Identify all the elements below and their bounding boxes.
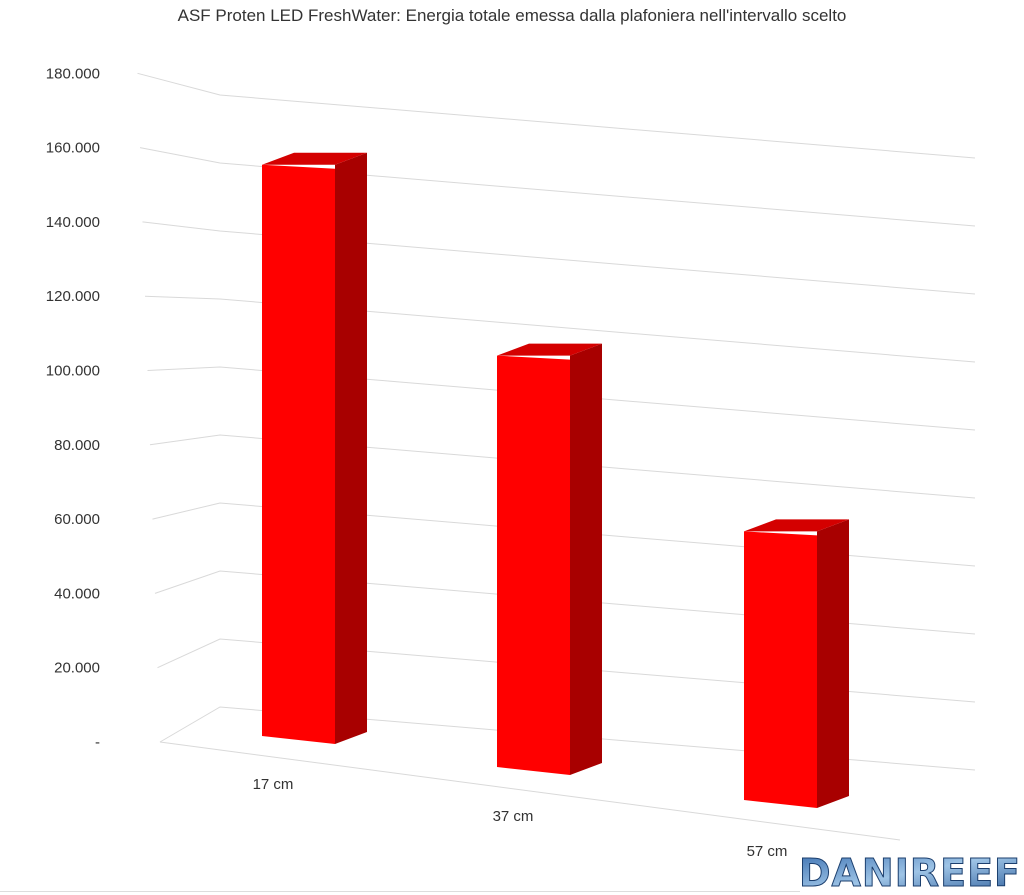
y-tick-label: 20.000 — [54, 660, 100, 677]
bar-front — [497, 355, 570, 775]
bars — [262, 152, 849, 808]
bar-top — [497, 343, 602, 356]
gridline — [152, 502, 976, 567]
chart-title: ASF Proten LED FreshWater: Energia total… — [177, 6, 847, 25]
bar-side — [817, 519, 849, 808]
watermark-logo: DANIREEF — [800, 851, 1020, 893]
gridline — [144, 295, 976, 363]
x-axis-ticks: 17 cm 37 cm 57 cm — [253, 776, 788, 860]
gridline — [157, 638, 976, 703]
bar-side — [335, 152, 367, 745]
watermark-text: DANIREEF — [800, 851, 1020, 893]
x-tick-label: 37 cm — [493, 808, 534, 825]
bar-front — [744, 531, 817, 808]
bar-1 — [262, 152, 367, 745]
gridline — [149, 434, 976, 499]
bar-top — [262, 152, 367, 165]
y-tick-label: 40.000 — [54, 585, 100, 602]
floor-edge — [159, 741, 901, 841]
y-tick-label: - — [95, 734, 100, 751]
x-tick-label: 57 cm — [747, 843, 788, 860]
gridline — [147, 366, 976, 431]
bar-front — [262, 164, 335, 745]
y-tick-label: 100.000 — [46, 363, 100, 380]
y-tick-label: 120.000 — [46, 288, 100, 305]
gridlines — [137, 72, 976, 841]
y-tick-label: 60.000 — [54, 511, 100, 528]
bar-3 — [744, 519, 849, 808]
gridline — [154, 570, 976, 635]
gridline — [137, 72, 976, 159]
y-axis-ticks: - 20.000 40.000 60.000 80.000 100.000 120.000 1… — [46, 65, 100, 751]
y-tick-label: 180.000 — [46, 65, 100, 82]
bottom-divider — [0, 891, 800, 892]
gridline — [142, 221, 976, 295]
y-tick-label: 80.000 — [54, 437, 100, 454]
gridline — [159, 706, 976, 771]
bar-top — [744, 519, 849, 532]
x-tick-label: 17 cm — [253, 776, 294, 793]
bar-2 — [497, 343, 602, 775]
y-tick-label: 160.000 — [46, 140, 100, 157]
y-tick-label: 140.000 — [46, 214, 100, 231]
gridline — [139, 147, 976, 227]
bar-side — [570, 343, 602, 775]
